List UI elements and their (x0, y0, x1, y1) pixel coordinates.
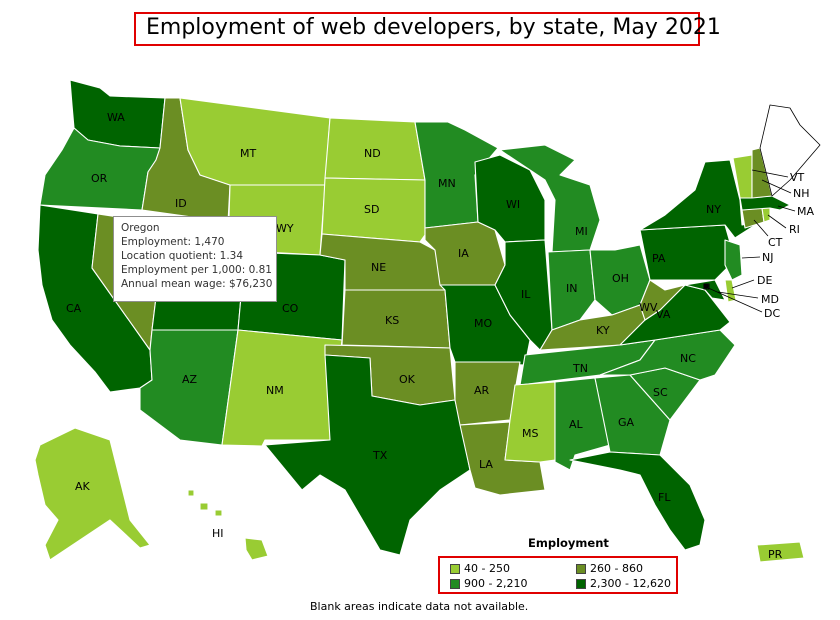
label-mo: MO (474, 317, 492, 330)
state-me[interactable] (759, 104, 821, 197)
label-mt: MT (240, 147, 256, 160)
state-az[interactable] (139, 329, 239, 446)
state-tx[interactable] (264, 354, 471, 556)
legend-item-2: 260 - 860 (576, 562, 643, 575)
label-al: AL (569, 418, 584, 431)
label-wa: WA (107, 111, 125, 124)
legend-swatch-3 (450, 578, 460, 589)
state-il[interactable] (494, 239, 553, 351)
label-sc: SC (653, 386, 668, 399)
label-ms: MS (522, 427, 538, 440)
label-ga: GA (618, 416, 635, 429)
label-sd: SD (364, 203, 379, 216)
label-ar: AR (474, 384, 490, 397)
state-labels: WA OR CA ID MT WY AZ CO NM ND SD NE KS O… (66, 111, 814, 561)
label-ky: KY (596, 324, 610, 337)
label-vt: VT (790, 171, 805, 184)
state-mn[interactable] (414, 121, 499, 229)
label-nm: NM (266, 384, 284, 397)
state-ak[interactable] (34, 427, 151, 561)
legend-label-2: 260 - 860 (590, 562, 643, 575)
state-ct[interactable] (741, 207, 765, 229)
state-ri[interactable] (761, 207, 771, 223)
label-md: MD (761, 293, 779, 306)
legend-title: Employment (528, 536, 609, 550)
label-ia: IA (458, 247, 469, 260)
label-tn: TN (572, 362, 588, 375)
state-tooltip: Oregon Employment: 1,470 Location quotie… (113, 216, 277, 302)
label-ks: KS (385, 314, 399, 327)
state-in[interactable] (547, 249, 596, 331)
state-hi[interactable] (187, 489, 269, 561)
tooltip-per-thousand: Employment per 1,000: 0.81 (121, 264, 272, 276)
label-or: OR (91, 172, 108, 185)
label-tx: TX (372, 449, 388, 462)
state-pr[interactable] (756, 541, 805, 563)
state-nj[interactable] (724, 239, 743, 281)
label-ca: CA (66, 302, 82, 315)
label-wy: WY (276, 222, 294, 235)
legend-label-3: 900 - 2,210 (464, 577, 528, 590)
label-ak: AK (75, 480, 91, 493)
label-la: LA (479, 458, 493, 471)
label-mn: MN (438, 177, 456, 190)
label-ct: CT (768, 236, 783, 249)
label-pr: PR (768, 548, 783, 561)
label-wi: WI (506, 198, 520, 211)
label-ok: OK (399, 373, 416, 386)
legend-item-3: 900 - 2,210 (450, 577, 527, 590)
label-in: IN (566, 282, 577, 295)
label-de: DE (757, 274, 772, 287)
legend: 40 - 250 260 - 860 900 - 2,210 2,300 - 1… (438, 556, 678, 594)
label-mi: MI (575, 225, 588, 238)
legend-swatch-1 (450, 563, 460, 574)
legend-label-1: 40 - 250 (464, 562, 510, 575)
tooltip-employment: Employment: 1,470 (121, 236, 225, 248)
label-ma: MA (797, 205, 814, 218)
state-de[interactable] (724, 279, 737, 303)
state-fl[interactable] (569, 451, 706, 551)
leader-lines (705, 169, 796, 313)
legend-item-4: 2,300 - 12,620 (576, 577, 671, 590)
state-md[interactable] (684, 279, 726, 301)
label-az: AZ (182, 373, 198, 386)
label-nd: ND (364, 147, 381, 160)
state-mi[interactable] (499, 144, 601, 253)
legend-item-1: 40 - 250 (450, 562, 510, 575)
label-hi: HI (212, 527, 224, 540)
footnote: Blank areas indicate data not available. (310, 600, 529, 613)
label-il: IL (521, 288, 531, 301)
state-ar[interactable] (454, 361, 521, 426)
title-frame (134, 12, 700, 46)
label-fl: FL (658, 491, 671, 504)
legend-swatch-4 (576, 578, 586, 589)
dc-marker (703, 283, 709, 289)
legend-label-4: 2,300 - 12,620 (590, 577, 671, 590)
label-id: ID (175, 197, 187, 210)
label-ri: RI (789, 223, 800, 236)
label-nh: NH (793, 187, 810, 200)
label-nc: NC (680, 352, 696, 365)
tooltip-wage: Annual mean wage: $76,230 (121, 278, 273, 290)
map-title: Employment of web developers, by state, … (146, 15, 721, 40)
label-wv: WV (639, 301, 658, 314)
label-co: CO (282, 302, 299, 315)
tooltip-state-name: Oregon (121, 222, 160, 234)
label-ne: NE (371, 261, 386, 274)
label-nj: NJ (762, 251, 773, 264)
label-pa: PA (652, 252, 666, 265)
legend-swatch-2 (576, 563, 586, 574)
label-oh: OH (612, 272, 629, 285)
label-dc: DC (764, 307, 780, 320)
label-ny: NY (706, 203, 721, 216)
label-va: VA (656, 308, 671, 321)
tooltip-location-quotient: Location quotient: 1.34 (121, 250, 244, 262)
state-mt[interactable] (179, 97, 331, 186)
state-sd[interactable] (321, 177, 426, 243)
